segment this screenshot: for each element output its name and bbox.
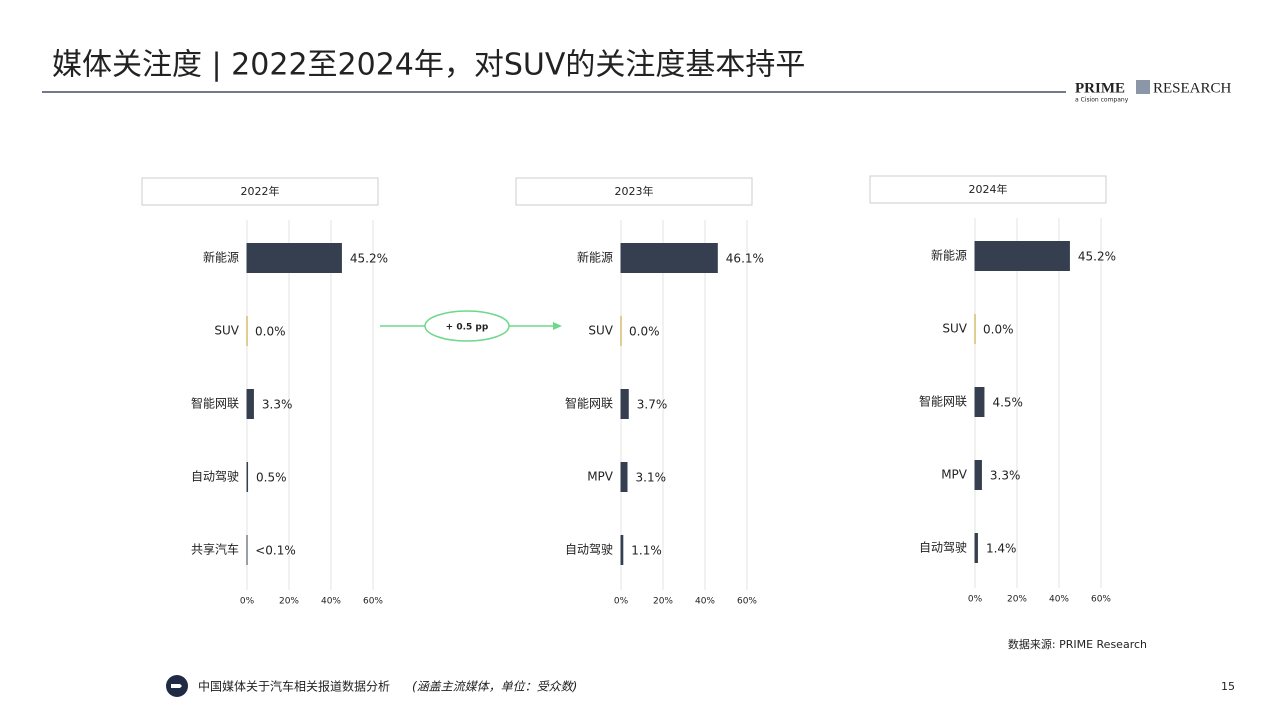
arrow-head (553, 322, 562, 330)
x-tick-label: 20% (653, 597, 673, 607)
chart-title: 2023年 (615, 184, 654, 198)
chart-title: 2022年 (241, 184, 280, 198)
category-label: 新能源 (577, 250, 613, 265)
value-label: 3.7% (637, 398, 668, 412)
value-label: 0.5% (256, 471, 287, 485)
logo-name: PRIME (1075, 80, 1125, 96)
category-label: 智能网联 (191, 396, 239, 411)
annotation-bubble (424, 310, 510, 342)
x-tick-label: 40% (321, 597, 341, 607)
logo-tagline: a Cision company (1075, 97, 1129, 104)
bar (621, 462, 628, 492)
bar (621, 243, 718, 273)
category-label: SUV (942, 322, 967, 336)
x-tick-label: 60% (737, 597, 757, 607)
value-label: 3.1% (636, 471, 667, 485)
value-label: 4.5% (992, 396, 1023, 410)
x-tick-label: 40% (695, 597, 715, 607)
page-number: 15 (1221, 680, 1235, 693)
value-label: 46.1% (726, 252, 764, 266)
value-label: 3.3% (990, 469, 1021, 483)
value-label: <0.1% (255, 544, 296, 558)
footer-icon-hand (171, 684, 182, 688)
category-label: SUV (214, 324, 239, 338)
category-label: 共享汽车 (191, 542, 239, 557)
bar (975, 533, 978, 563)
category-label: 自动驾驶 (191, 469, 239, 484)
value-label: 1.4% (986, 542, 1017, 556)
footer-note-italic: (涵盖主流媒体，单位：受众数) (412, 680, 577, 694)
category-label: MPV (941, 468, 968, 482)
category-label: 自动驾驶 (565, 542, 613, 557)
x-tick-label: 0% (614, 597, 629, 607)
x-tick-label: 0% (968, 595, 983, 605)
value-label: 0.0% (629, 325, 660, 339)
category-label: 自动驾驶 (919, 540, 967, 555)
slide-title: 媒体关注度 | 2022至2024年，对SUV的关注度基本持平 (52, 48, 805, 83)
bar (247, 389, 254, 419)
source: 数据来源: PRIME Research (1008, 637, 1147, 651)
value-label: 45.2% (350, 252, 388, 266)
chart-header-box (515, 177, 753, 206)
chart-header-box (869, 175, 1107, 204)
bar (621, 389, 629, 419)
category-label: 新能源 (931, 248, 967, 263)
annotation: + 0.5 pp (446, 323, 489, 333)
logo-name2: RESEARCH (1153, 80, 1232, 96)
category-label: 智能网联 (919, 394, 967, 409)
x-tick-label: 20% (279, 597, 299, 607)
x-tick-label: 20% (1007, 595, 1027, 605)
value-label: 45.2% (1078, 250, 1116, 264)
value-label: 0.0% (983, 323, 1014, 337)
bar (975, 460, 982, 490)
bar (247, 243, 342, 273)
value-label: 0.0% (255, 325, 286, 339)
bar (621, 535, 624, 565)
x-tick-label: 40% (1049, 595, 1069, 605)
category-label: 智能网联 (565, 396, 613, 411)
footer-note: 中国媒体关于汽车相关报道数据分析 (198, 679, 390, 694)
value-label: 3.3% (262, 398, 293, 412)
bar (247, 462, 249, 492)
logo-icon (1136, 80, 1150, 94)
category-label: MPV (587, 470, 614, 484)
value-label: 1.1% (631, 544, 662, 558)
chart-title: 2024年 (969, 182, 1008, 196)
category-label: SUV (588, 324, 613, 338)
x-tick-label: 60% (363, 597, 383, 607)
chart-header-box (141, 177, 379, 206)
bar (975, 387, 985, 417)
x-tick-label: 0% (240, 597, 255, 607)
category-label: 新能源 (203, 250, 239, 265)
bar (975, 241, 1070, 271)
x-tick-label: 60% (1091, 595, 1111, 605)
